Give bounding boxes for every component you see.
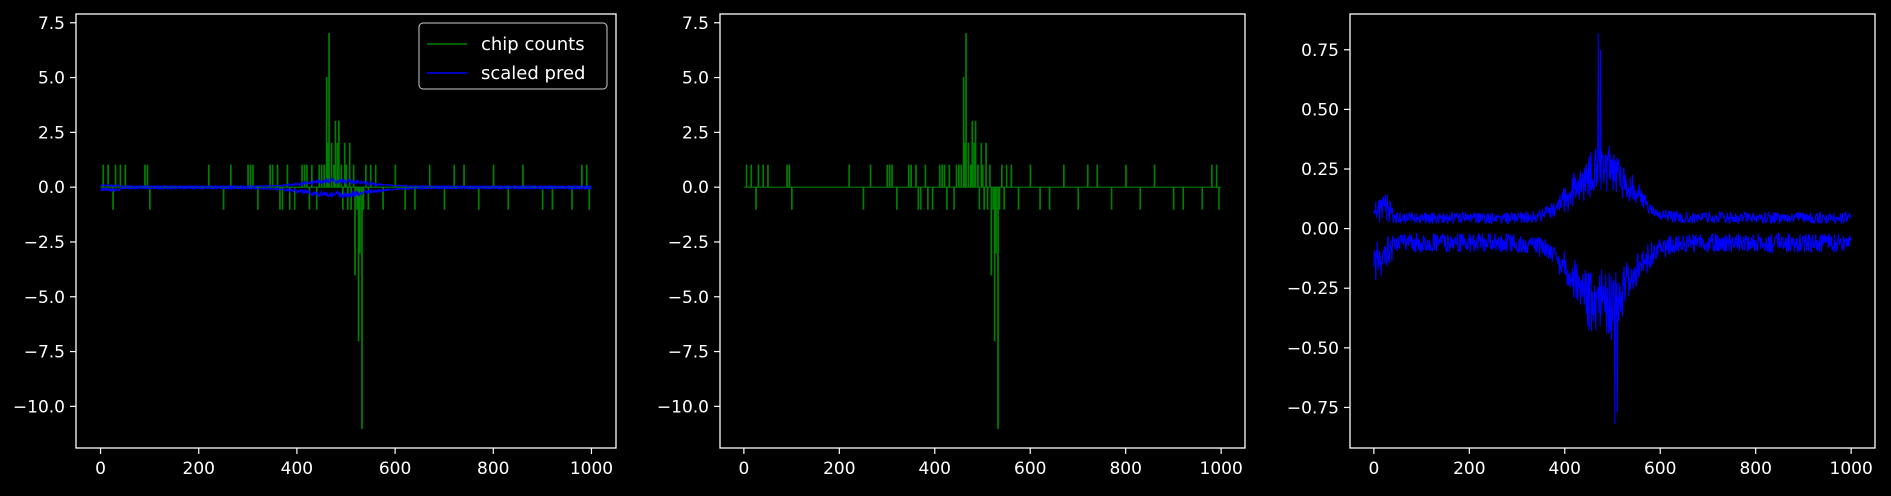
series-line-scaled-pred-upper [1373, 33, 1852, 225]
y-tick-label: −5.0 [24, 288, 65, 308]
y-tick-label: −10.0 [657, 397, 709, 417]
x-tick-label: 600 [379, 459, 411, 479]
legend: chip counts scaled pred [418, 22, 608, 90]
y-tick-label: −7.5 [668, 343, 709, 363]
y-tick-label: 7.5 [682, 14, 709, 34]
plot-frame [719, 13, 1246, 449]
x-tick-label: 800 [477, 459, 509, 479]
y-tick-label: −5.0 [668, 288, 709, 308]
chart-panel-2: 0 200 400 600 800 1000 −10.0 −7.5 −5.0 −2.5 0.0 2.5… [657, 13, 1246, 479]
series-layer [743, 33, 1222, 429]
y-tick-label: −2.5 [24, 233, 65, 253]
y-tick-label: 7.5 [38, 14, 65, 34]
series-line-scaled-pred-lower [100, 186, 592, 199]
y-tick-label: −0.75 [1287, 398, 1339, 418]
x-tick-label: 800 [1109, 459, 1141, 479]
y-tick-label: 5.0 [682, 69, 709, 89]
series-layer [100, 33, 592, 429]
x-tick-label: 200 [823, 459, 855, 479]
x-tick-label: 400 [919, 459, 951, 479]
series-layer [1373, 33, 1852, 425]
x-tick-label: 0 [738, 459, 749, 479]
ticks-layer: 0 200 400 600 800 1000 −10.0 −7.5 −5.0 −2.5 0.0 2.5… [13, 14, 613, 479]
series-line-chip-counts [743, 33, 1222, 429]
x-tick-label: 1000 [570, 459, 613, 479]
ticks-layer: 0 200 400 600 800 1000 −0.75 −0.50 −0.25 0.00 0.25… [1287, 41, 1873, 479]
series-line-chip-counts [100, 33, 592, 429]
y-tick-label: 5.0 [38, 69, 65, 89]
y-tick-label: −2.5 [668, 233, 709, 253]
x-tick-label: 1000 [1830, 459, 1873, 479]
y-tick-label: 0.50 [1301, 100, 1339, 120]
x-tick-label: 400 [281, 459, 313, 479]
chart-panel-3: 0 200 400 600 800 1000 −0.75 −0.50 −0.25 0.00 0.25… [1287, 13, 1876, 479]
x-tick-label: 200 [183, 459, 215, 479]
y-tick-label: −10.0 [13, 397, 65, 417]
legend-label: chip counts [481, 34, 585, 55]
chart-panel-1: 0 200 400 600 800 1000 −10.0 −7.5 −5.0 −2.5 0.0 2.5… [13, 13, 617, 479]
y-tick-label: 0.0 [682, 178, 709, 198]
y-tick-label: 0.00 [1301, 220, 1339, 240]
x-tick-label: 400 [1549, 459, 1581, 479]
x-tick-label: 800 [1739, 459, 1771, 479]
x-tick-label: 0 [1368, 459, 1379, 479]
y-tick-label: 0.25 [1301, 160, 1339, 180]
y-tick-label: −0.25 [1287, 279, 1339, 299]
x-tick-label: 600 [1644, 459, 1676, 479]
y-tick-label: 0.0 [38, 178, 65, 198]
y-tick-label: 2.5 [38, 123, 65, 143]
plot-frame [75, 13, 617, 449]
legend-label: scaled pred [481, 63, 585, 84]
x-tick-label: 0 [95, 459, 106, 479]
series-line-scaled-pred-upper [100, 176, 592, 188]
y-tick-label: 0.75 [1301, 41, 1339, 61]
x-tick-label: 1000 [1200, 459, 1243, 479]
ticks-layer: 0 200 400 600 800 1000 −10.0 −7.5 −5.0 −2.5 0.0 2.5… [657, 14, 1243, 479]
x-tick-label: 200 [1453, 459, 1485, 479]
plot-frame [1349, 13, 1876, 449]
y-tick-label: 2.5 [682, 123, 709, 143]
y-tick-label: −0.50 [1287, 339, 1339, 359]
series-line-scaled-pred-lower [1373, 232, 1852, 425]
y-tick-label: −7.5 [24, 343, 65, 363]
x-tick-label: 600 [1014, 459, 1046, 479]
